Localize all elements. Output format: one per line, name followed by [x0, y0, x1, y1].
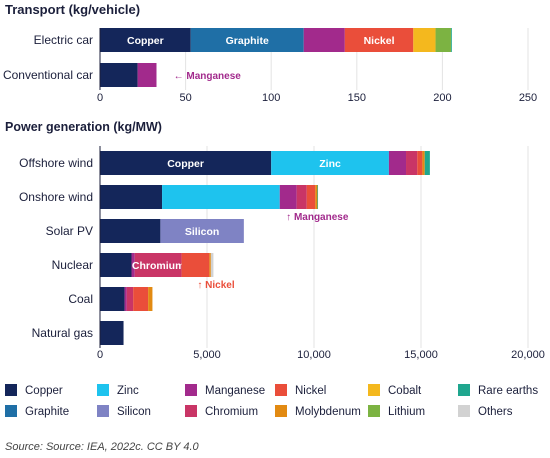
annotation-nickel: ↑ Nickel [197, 280, 234, 291]
x-tick-label: 50 [179, 92, 191, 104]
bar-segment-onshore-wind-manganese [279, 185, 297, 209]
bar-segment-offshore-wind-copper [100, 151, 272, 175]
legend-swatch-nickel [275, 384, 287, 396]
bar-segment-electric-car-cobalt [413, 28, 436, 52]
legend-label-others: Others [478, 406, 513, 418]
bar-segment-coal-chromium [126, 287, 134, 311]
x-tick-label: 250 [519, 92, 537, 104]
legend-swatch-zinc [97, 384, 109, 396]
legend-swatch-silicon [97, 405, 109, 417]
bar-label-copper: Copper [167, 158, 204, 170]
bar-segment-nuclear-copper [100, 253, 132, 277]
category-label-onshore-wind: Onshore wind [19, 190, 93, 204]
bar-label-copper: Copper [127, 35, 164, 47]
bar-segment-electric-car-rare-earths [450, 28, 452, 52]
source-note: Source: Source: IEA, 2022c. CC BY 4.0 [5, 441, 200, 453]
bar-segment-coal-nickel [133, 287, 149, 311]
legend-label-zinc: Zinc [117, 385, 139, 397]
legend-swatch-chromium [185, 405, 197, 417]
annotation-manganese: ← Manganese [174, 71, 242, 82]
chart-title: Power generation (kg/MW) [5, 120, 162, 134]
bar-segment-conventional-car-manganese [137, 63, 157, 87]
chart-title: Transport (kg/vehicle) [5, 2, 140, 17]
bar-segment-coal-manganese [124, 287, 127, 311]
legend-label-cobalt: Cobalt [388, 385, 422, 397]
legend-swatch-cobalt [368, 384, 380, 396]
legend-label-lithium: Lithium [388, 406, 425, 418]
bar-segment-onshore-wind-nickel [306, 185, 316, 209]
legend-label-manganese: Manganese [205, 385, 265, 397]
legend-swatch-lithium [368, 405, 380, 417]
bar-segment-electric-car-nickel [344, 28, 414, 52]
bar-segment-nuclear-molybdenum [209, 253, 211, 277]
bar-label-graphite: Graphite [226, 35, 269, 47]
bar-segment-electric-car-lithium [435, 28, 451, 52]
category-label-solar-pv: Solar PV [46, 224, 93, 238]
bar-segment-nuclear-chromium [134, 253, 182, 277]
x-tick-label: 150 [348, 92, 366, 104]
legend-swatch-copper [5, 384, 17, 396]
bar-segment-onshore-wind-rare-earths [317, 185, 319, 209]
bar-segment-electric-car-manganese [303, 28, 345, 52]
bar-segment-conventional-car-copper [100, 63, 138, 87]
bar-segment-onshore-wind-copper [100, 185, 163, 209]
legend: Copper Zinc Manganese Nickel Cobalt Rare eart… [5, 384, 538, 418]
category-label-nuclear: Nuclear [52, 258, 93, 272]
bar-segment-onshore-wind-chromium [296, 185, 307, 209]
x-tick-label: 0 [97, 92, 103, 104]
x-tick-label: 10,000 [297, 349, 331, 361]
bar-segment-nuclear-manganese [131, 253, 135, 277]
bar-segment-electric-car-graphite [190, 28, 304, 52]
bar-segment-electric-car-copper [100, 28, 191, 52]
bar-label-nickel: Nickel [364, 35, 395, 47]
bar-segment-onshore-wind-molybdenum [315, 185, 318, 209]
bar-label-chromium: Chromium [132, 260, 185, 272]
category-label-electric-car: Electric car [34, 33, 93, 47]
legend-label-graphite: Graphite [25, 406, 69, 418]
legend-label-molybdenum: Molybdenum [295, 406, 361, 418]
x-tick-label: 0 [97, 349, 103, 361]
x-tick-label: 200 [433, 92, 451, 104]
bar-segment-coal-molybdenum [148, 287, 153, 311]
bar-segment-solar-pv-silicon [160, 219, 244, 243]
bar-segment-nuclear-nickel [181, 253, 210, 277]
legend-swatch-molybdenum [275, 405, 287, 417]
category-label-offshore-wind: Offshore wind [19, 156, 93, 170]
bar-segment-onshore-wind-zinc [162, 185, 280, 209]
category-label-conventional-car: Conventional car [3, 68, 93, 82]
x-tick-label: 100 [262, 92, 280, 104]
bar-segment-offshore-wind-manganese [388, 151, 407, 175]
legend-label-copper: Copper [25, 385, 63, 397]
legend-label-chromium: Chromium [205, 406, 258, 418]
legend-label-rare-earths: Rare earths [478, 385, 538, 397]
legend-label-nickel: Nickel [295, 385, 326, 397]
bar-segment-offshore-wind-molybdenum [422, 151, 425, 175]
chart-panel-2: Power generation (kg/MW) 0 5,000 10,000 15,0… [5, 120, 545, 361]
legend-swatch-graphite [5, 405, 17, 417]
bar-label-zinc: Zinc [319, 158, 341, 170]
bar-segment-nuclear-others [210, 253, 214, 277]
bar-segment-offshore-wind-nickel [417, 151, 423, 175]
annotation-manganese: ↑ Manganese [286, 212, 349, 223]
bar-segment-offshore-wind-rare-earths [424, 151, 430, 175]
legend-label-silicon: Silicon [117, 406, 151, 418]
chart-panel-1: Transport (kg/vehicle) 0 50 100 150 200 250 Ele… [3, 2, 537, 104]
bar-segment-offshore-wind-zinc [271, 151, 389, 175]
x-tick-label: 15,000 [404, 349, 438, 361]
bar-segment-offshore-wind-chromium [406, 151, 418, 175]
bar-segment-coal-copper [100, 287, 125, 311]
bar-segment-natural-gas-copper [100, 321, 124, 345]
bar-label-silicon: Silicon [185, 226, 219, 238]
x-tick-label: 20,000 [511, 349, 545, 361]
bar-segment-solar-pv-copper [100, 219, 161, 243]
legend-swatch-rare-earths [458, 384, 470, 396]
legend-swatch-others [458, 405, 470, 417]
legend-swatch-manganese [185, 384, 197, 396]
category-label-natural-gas: Natural gas [32, 326, 93, 340]
x-tick-label: 5,000 [193, 349, 221, 361]
category-label-coal: Coal [68, 292, 93, 306]
